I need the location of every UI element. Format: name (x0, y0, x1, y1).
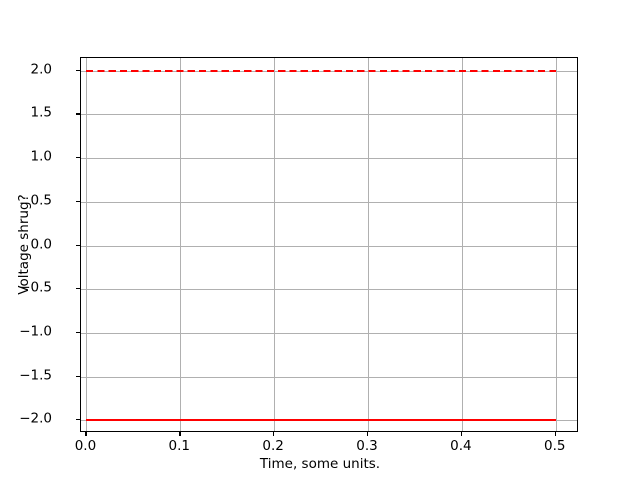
gridline-horizontal (81, 114, 577, 116)
x-axis-tick-label: 0.5 (543, 438, 566, 454)
gridline-horizontal (81, 245, 577, 247)
y-axis-tick (76, 113, 80, 115)
x-axis-tick-label: 0.2 (262, 438, 284, 454)
y-axis-tick-label: 1.0 (30, 148, 52, 165)
x-axis-tick-label: 0.0 (74, 438, 97, 454)
x-axis-tick-label: 0.3 (356, 438, 378, 454)
x-axis-tick (367, 432, 369, 436)
gridline-vertical (86, 58, 88, 431)
y-axis-tick-label: −1.5 (19, 366, 52, 383)
y-axis-tick-label: 0.5 (30, 192, 52, 209)
x-axis-tick (460, 432, 463, 436)
y-axis-tick (76, 288, 80, 290)
x-axis-tick (554, 432, 557, 436)
y-axis-tick-label: −0.5 (19, 279, 52, 296)
x-axis-tick-label: 0.1 (168, 438, 191, 454)
y-axis-tick-label: 1.5 (30, 104, 52, 121)
plot-axes (80, 57, 578, 432)
gridline-horizontal (81, 332, 577, 334)
y-axis-tick (76, 331, 80, 334)
y-axis-tick-label: −2.0 (19, 410, 52, 427)
y-axis-tick (76, 419, 80, 421)
y-axis-tick-label: 2.0 (30, 61, 52, 78)
x-axis-label: Time, some units. (259, 456, 381, 472)
x-axis-tick-label: 0.4 (450, 438, 472, 454)
y-axis-tick (76, 244, 80, 246)
gridline-vertical (461, 58, 463, 431)
y-axis-tick (76, 200, 80, 203)
x-axis-tick (85, 432, 87, 436)
gridline-vertical (274, 58, 276, 431)
y-axis-tick (76, 157, 80, 159)
x-axis-tick (179, 432, 181, 436)
y-axis-tick-label: 0.0 (30, 235, 52, 252)
gridline-horizontal (81, 158, 577, 160)
gridline-vertical (555, 58, 557, 431)
gridline-vertical (368, 58, 369, 431)
gridline-horizontal (81, 201, 577, 203)
gridline-vertical (180, 58, 182, 431)
y-axis-tick (76, 375, 80, 377)
y-axis-label: Voltage shrug? (16, 194, 32, 295)
data-series-line (86, 418, 556, 421)
data-series-line (86, 69, 556, 72)
y-axis-tick-label: −1.0 (19, 323, 52, 340)
gridline-horizontal (81, 376, 577, 378)
gridline-horizontal (81, 289, 577, 291)
plot-surface (81, 58, 577, 431)
y-axis-tick (76, 69, 80, 72)
x-axis-tick (273, 432, 275, 436)
